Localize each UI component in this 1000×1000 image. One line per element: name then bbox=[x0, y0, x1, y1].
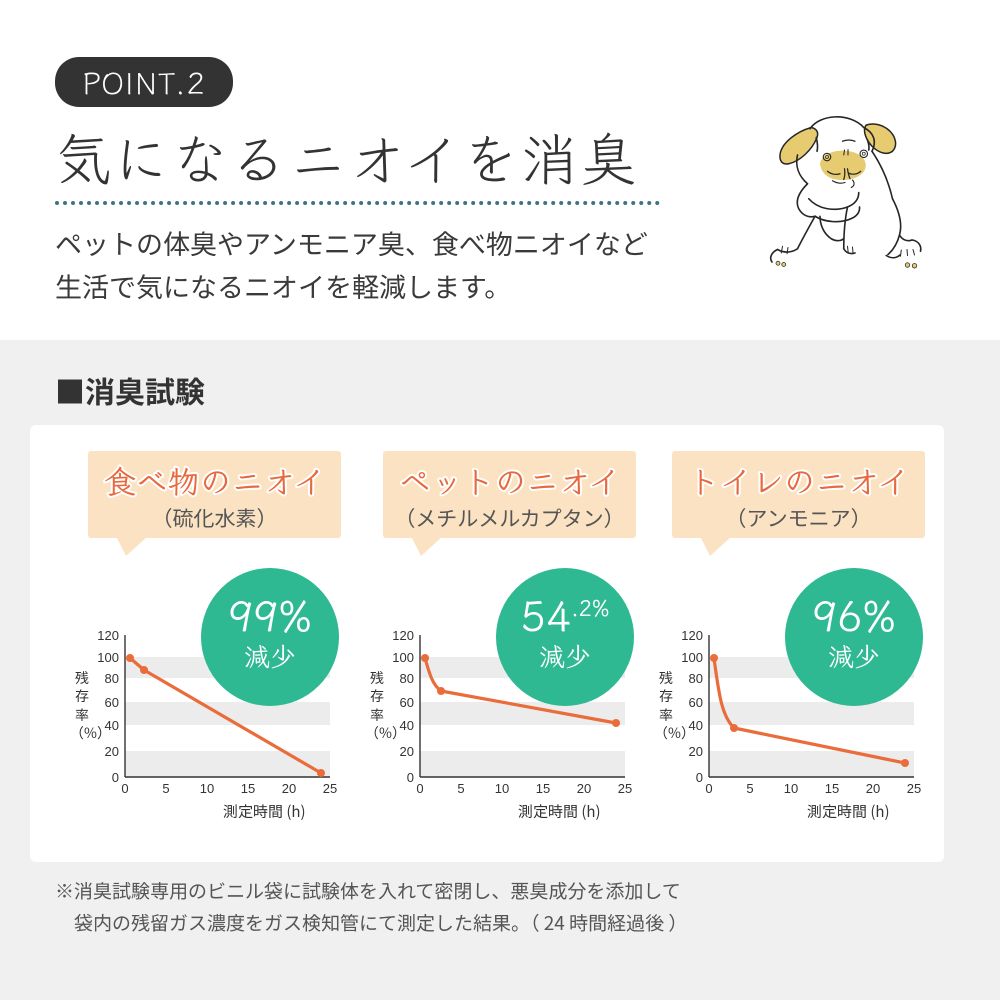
svg-text:60: 60 bbox=[400, 695, 414, 710]
svg-text:20: 20 bbox=[689, 744, 703, 759]
svg-text:5: 5 bbox=[457, 781, 464, 796]
svg-text:20: 20 bbox=[105, 744, 119, 759]
svg-text:60: 60 bbox=[689, 695, 703, 710]
svg-text:120: 120 bbox=[392, 631, 414, 643]
svg-text:120: 120 bbox=[97, 631, 119, 643]
svg-text:100: 100 bbox=[97, 650, 119, 665]
svg-text:100: 100 bbox=[681, 650, 703, 665]
svg-text:20: 20 bbox=[400, 744, 414, 759]
svg-text:20: 20 bbox=[866, 781, 880, 796]
svg-text:15: 15 bbox=[536, 781, 550, 796]
svg-text:25: 25 bbox=[907, 781, 921, 796]
svg-text:0: 0 bbox=[121, 781, 128, 796]
svg-text:25: 25 bbox=[618, 781, 632, 796]
svg-text:10: 10 bbox=[784, 781, 798, 796]
svg-text:60: 60 bbox=[105, 695, 119, 710]
svg-text:25: 25 bbox=[323, 781, 337, 796]
svg-text:100: 100 bbox=[392, 650, 414, 665]
svg-text:80: 80 bbox=[105, 671, 119, 686]
svg-text:80: 80 bbox=[689, 671, 703, 686]
svg-text:5: 5 bbox=[162, 781, 169, 796]
svg-text:20: 20 bbox=[577, 781, 591, 796]
svg-text:10: 10 bbox=[495, 781, 509, 796]
svg-text:80: 80 bbox=[400, 671, 414, 686]
svg-text:0: 0 bbox=[696, 770, 703, 785]
svg-text:15: 15 bbox=[241, 781, 255, 796]
svg-text:5: 5 bbox=[746, 781, 753, 796]
svg-text:120: 120 bbox=[681, 631, 703, 643]
svg-text:20: 20 bbox=[282, 781, 296, 796]
svg-text:15: 15 bbox=[825, 781, 839, 796]
svg-text:10: 10 bbox=[200, 781, 214, 796]
svg-text:0: 0 bbox=[407, 770, 414, 785]
svg-text:0: 0 bbox=[705, 781, 712, 796]
svg-text:0: 0 bbox=[416, 781, 423, 796]
svg-text:0: 0 bbox=[112, 770, 119, 785]
